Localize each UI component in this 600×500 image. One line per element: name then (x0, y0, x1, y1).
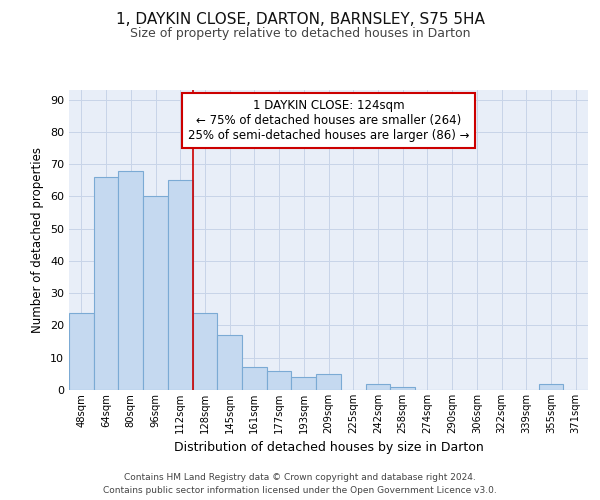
Text: Contains public sector information licensed under the Open Government Licence v3: Contains public sector information licen… (103, 486, 497, 495)
Bar (193, 312, 217, 390)
X-axis label: Distribution of detached houses by size in Darton: Distribution of detached houses by size … (173, 442, 484, 454)
Text: Size of property relative to detached houses in Darton: Size of property relative to detached ho… (130, 28, 470, 40)
Bar (316, 374, 341, 390)
Bar (267, 370, 292, 390)
Text: 1, DAYKIN CLOSE, DARTON, BARNSLEY, S75 5HA: 1, DAYKIN CLOSE, DARTON, BARNSLEY, S75 5… (116, 12, 484, 28)
Bar (168, 180, 193, 390)
Bar (539, 384, 563, 390)
Text: 1 DAYKIN CLOSE: 124sqm
← 75% of detached houses are smaller (264)
25% of semi-de: 1 DAYKIN CLOSE: 124sqm ← 75% of detached… (188, 99, 469, 142)
Bar (390, 387, 415, 390)
Bar (69, 312, 94, 390)
Bar (143, 196, 168, 390)
Text: Contains HM Land Registry data © Crown copyright and database right 2024.: Contains HM Land Registry data © Crown c… (124, 472, 476, 482)
Y-axis label: Number of detached properties: Number of detached properties (31, 147, 44, 333)
Bar (242, 368, 267, 390)
Bar (94, 177, 118, 390)
Bar (365, 384, 390, 390)
Bar (217, 335, 242, 390)
Bar (118, 170, 143, 390)
Bar (292, 377, 316, 390)
